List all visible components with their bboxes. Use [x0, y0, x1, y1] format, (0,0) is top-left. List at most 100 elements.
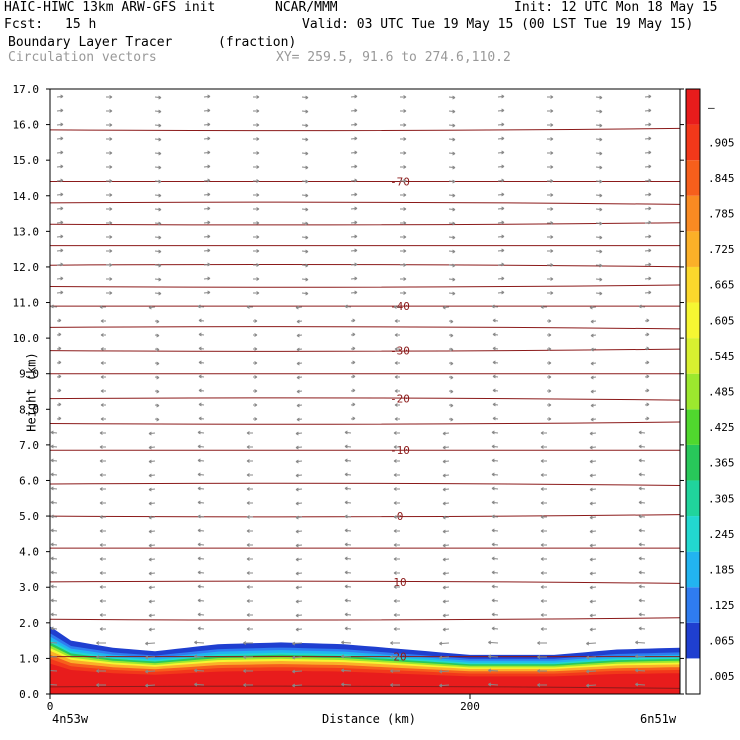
- vector-arrowhead: [394, 375, 398, 379]
- y-tick-label: 1.0: [19, 652, 39, 665]
- vector-arrowhead: [589, 571, 593, 576]
- vector-arrow: [341, 641, 352, 644]
- colorbar-swatch: [686, 658, 700, 694]
- vector-arrowhead: [589, 599, 593, 604]
- vector-arrowhead: [109, 277, 113, 281]
- y-tick-label: 13.0: [13, 225, 40, 238]
- vector-arrowhead: [295, 529, 299, 534]
- vector-arrowhead: [243, 669, 247, 673]
- vector-arrowhead: [638, 444, 642, 449]
- vector-arrowhead: [295, 571, 299, 576]
- vector-arrowhead: [99, 501, 103, 505]
- vector-arrowhead: [295, 627, 299, 632]
- vector-arrowhead: [393, 571, 397, 575]
- vector-arrowhead: [60, 108, 64, 113]
- vector-arrowhead: [488, 654, 492, 659]
- vector-arrowhead: [450, 417, 454, 422]
- vector-arrow: [50, 656, 58, 658]
- vector-arrowhead: [295, 459, 299, 464]
- vector-arrowhead: [646, 346, 650, 351]
- vector-arrowhead: [550, 151, 554, 155]
- colorbar-label: .485: [708, 386, 735, 399]
- vector-arrow: [50, 684, 58, 686]
- vector-arrowhead: [492, 402, 496, 407]
- vector-arrowhead: [540, 487, 544, 491]
- vector-arrowhead: [646, 388, 650, 393]
- vector-arrowhead: [394, 333, 398, 337]
- vector-arrow: [439, 642, 450, 645]
- vector-arrowhead: [646, 318, 650, 323]
- vector-arrowhead: [599, 137, 603, 142]
- vector-arrowhead: [148, 487, 152, 492]
- vector-arrowhead: [256, 277, 260, 281]
- colorbar-swatch: [686, 231, 700, 267]
- vector-arrowhead: [344, 612, 348, 617]
- vector-arrowhead: [305, 263, 309, 268]
- vector-arrowhead: [439, 641, 443, 646]
- vector-arrowhead: [198, 388, 202, 393]
- vector-arrowhead: [100, 417, 104, 421]
- vector-arrowhead: [158, 291, 162, 296]
- vector-arrowhead: [148, 529, 152, 534]
- vector-arrowhead: [352, 332, 356, 337]
- vector-arrowhead: [243, 641, 247, 645]
- vector-arrowhead: [344, 472, 348, 477]
- vector-arrowhead: [254, 403, 258, 407]
- vector-arrowhead: [109, 123, 113, 127]
- vector-arrowhead: [393, 459, 397, 463]
- vector-arrowhead: [638, 500, 642, 505]
- vector-arrowhead: [501, 150, 505, 155]
- vector-arrowhead: [254, 361, 258, 365]
- vector-arrowhead: [145, 669, 149, 674]
- vector-arrowhead: [305, 123, 309, 128]
- vector-arrowhead: [148, 571, 152, 576]
- vector-arrowhead: [403, 277, 407, 281]
- vector-arrowhead: [442, 459, 446, 464]
- vector-arrowhead: [109, 207, 113, 211]
- vector-arrowhead: [207, 178, 211, 183]
- vector-arrowhead: [354, 248, 358, 253]
- temperature-contours: 20100-10-20-30-40-70: [50, 127, 680, 689]
- vector-arrowhead: [60, 290, 64, 295]
- vector-arrowhead: [403, 291, 407, 295]
- vector-arrowhead: [158, 165, 162, 170]
- vector-arrowhead: [99, 543, 103, 547]
- vector-arrowhead: [58, 346, 62, 351]
- vector-arrowhead: [638, 472, 642, 477]
- vector-arrowhead: [393, 557, 397, 561]
- vector-arrowhead: [295, 445, 299, 450]
- colorbar-swatch: [686, 373, 700, 410]
- vector-arrowhead: [491, 612, 495, 617]
- vector-arrowhead: [50, 304, 54, 309]
- vector-arrowhead: [548, 319, 552, 323]
- vector-arrowhead: [109, 151, 113, 155]
- vector-arrowhead: [492, 346, 496, 351]
- vector-arrowhead: [586, 683, 590, 688]
- colorbar-swatch: [686, 587, 700, 623]
- vector-arrowhead: [403, 123, 407, 127]
- vector-arrowhead: [550, 249, 554, 253]
- vector-arrowhead: [292, 641, 296, 646]
- vector-arrow: [194, 641, 205, 644]
- vector-arrowhead: [145, 683, 149, 688]
- vector-arrowhead: [540, 543, 544, 547]
- vector-arrowhead: [599, 165, 603, 170]
- vector-arrowhead: [390, 669, 394, 673]
- vector-arrowhead: [207, 164, 211, 169]
- vector-arrowhead: [540, 305, 544, 309]
- vector-arrowhead: [450, 375, 454, 380]
- vector-arrowhead: [99, 571, 103, 575]
- xy-coordinates: XY= 259.5, 91.6 to 274.6,110.2: [276, 50, 511, 65]
- vector-arrowhead: [648, 108, 652, 113]
- vector-arrowhead: [492, 360, 496, 365]
- vector-arrowhead: [352, 416, 356, 421]
- vector-arrowhead: [296, 403, 300, 408]
- vector-arrowhead: [148, 557, 152, 562]
- vector-arrow: [488, 669, 499, 672]
- temperature-contour: [50, 201, 680, 205]
- vector-arrowhead: [393, 599, 397, 603]
- colorbar-swatch: [686, 444, 700, 481]
- vector-arrowhead: [537, 669, 541, 673]
- vector-arrowhead: [100, 333, 104, 337]
- vector-arrow: [145, 670, 156, 673]
